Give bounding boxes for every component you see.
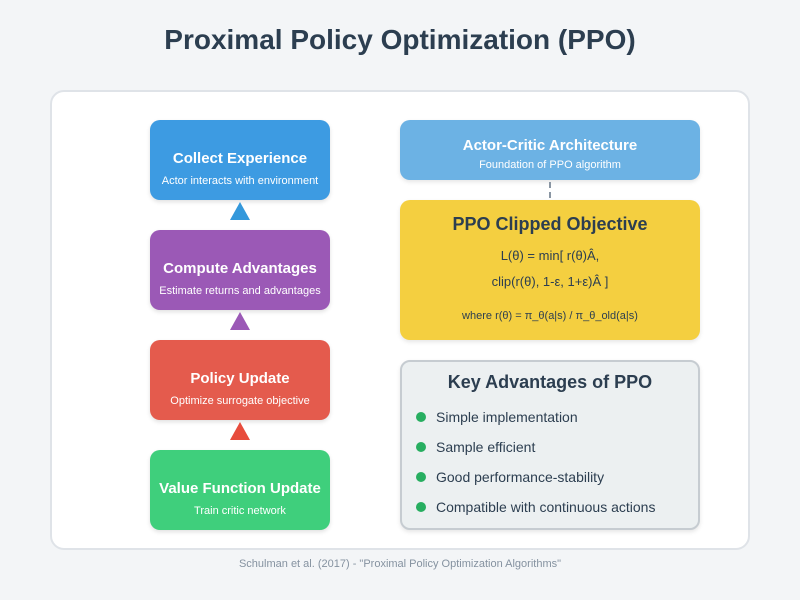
list-item: Good performance-stability [416,466,655,496]
clipped-objective-box: PPO Clipped Objective L(θ) = min[ r(θ)Â,… [400,200,700,340]
bullet-dot-icon [416,502,426,512]
actor-critic-subtitle: Foundation of PPO algorithm [479,159,621,171]
formula-note: where r(θ) = π_θ(a|s) / π_θ_old(a|s) [462,310,638,322]
arrow-up-icon [230,202,250,220]
advantages-list: Simple implementation Sample efficient G… [416,406,655,526]
bullet-dot-icon [416,442,426,452]
advantage-text: Compatible with continuous actions [436,499,656,515]
step-subtitle: Train critic network [194,505,286,517]
list-item: Sample efficient [416,436,655,466]
clipped-objective-title: PPO Clipped Objective [452,214,648,234]
list-item: Compatible with continuous actions [416,496,655,526]
step-title: Compute Advantages [163,260,317,277]
actor-critic-box: Actor-Critic Architecture Foundation of … [400,120,700,180]
formula-line-2: clip(r(θ), 1-ε, 1+ε)Â ] [491,274,609,289]
key-advantages-box: Key Advantages of PPO Simple implementat… [400,360,700,530]
step-title: Value Function Update [159,480,321,497]
step-title: Collect Experience [172,150,308,167]
bullet-dot-icon [416,412,426,422]
citation-footer: Schulman et al. (2017) - "Proximal Polic… [238,558,562,570]
step-compute-advantages: Compute Advantages Estimate returns and … [150,230,330,310]
diagram-title: Proximal Policy Optimization (PPO) [164,24,636,55]
advantage-text: Good performance-stability [436,469,605,485]
step-subtitle: Optimize surrogate objective [170,395,310,407]
bullet-dot-icon [416,472,426,482]
formula-line-1: L(θ) = min[ r(θ)Â, [500,248,600,263]
advantage-text: Simple implementation [436,409,578,425]
actor-critic-title: Actor-Critic Architecture [462,137,638,154]
step-subtitle: Estimate returns and advantages [159,285,321,297]
advantage-text: Sample efficient [436,439,536,455]
arrow-up-icon [230,312,250,330]
step-collect-experience: Collect Experience Actor interacts with … [150,120,330,200]
step-policy-update: Policy Update Optimize surrogate objecti… [150,340,330,420]
step-title: Policy Update [190,370,290,387]
step-value-function-update: Value Function Update Train critic netwo… [150,450,330,530]
arrow-up-icon [230,422,250,440]
key-advantages-title: Key Advantages of PPO [447,372,653,392]
dashed-connector [549,182,551,198]
list-item: Simple implementation [416,406,655,436]
step-subtitle: Actor interacts with environment [161,175,319,187]
